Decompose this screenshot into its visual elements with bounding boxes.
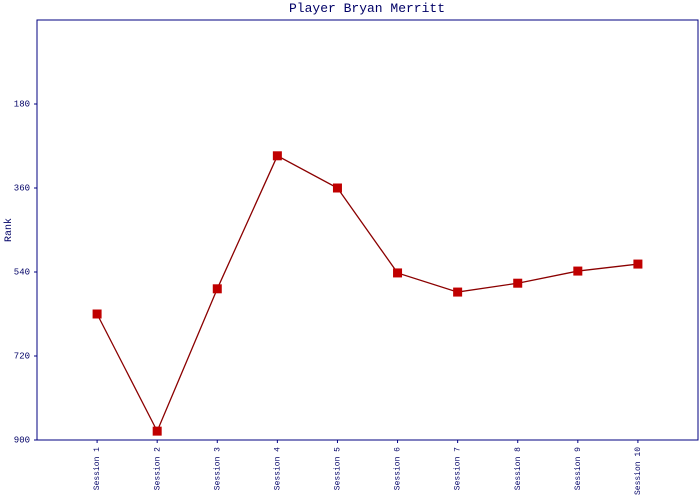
- y-tick-label: 360: [14, 183, 30, 193]
- point-marker: [152, 426, 162, 436]
- x-tick-label: Session 3: [213, 447, 222, 490]
- x-tick-label: Session 2: [153, 447, 162, 490]
- point-marker: [453, 287, 463, 297]
- x-tick-label: Session 9: [574, 447, 583, 490]
- point-marker: [272, 151, 282, 161]
- y-tick-label: 900: [14, 435, 30, 445]
- chart-title: Player Bryan Merritt: [289, 1, 445, 16]
- point-marker: [393, 268, 403, 278]
- x-tick-label: Session 6: [394, 447, 403, 490]
- y-axis-label: Rank: [3, 218, 15, 242]
- x-tick-label: Session 5: [334, 447, 343, 490]
- point-marker: [332, 183, 342, 193]
- point-marker: [633, 259, 643, 269]
- series-line: [96, 154, 638, 433]
- plot-frame: [36, 19, 699, 441]
- point-marker: [212, 284, 222, 294]
- x-tick-label: Session 4: [273, 447, 282, 490]
- point-marker: [513, 278, 523, 288]
- x-tick-label: Session 8: [514, 447, 523, 490]
- x-tick-label: Session 1: [93, 447, 102, 490]
- x-tick-label: Session 7: [454, 447, 463, 490]
- point-marker: [92, 309, 102, 319]
- y-tick-label: 720: [14, 351, 30, 361]
- point-marker: [573, 266, 583, 276]
- y-tick-label: 180: [14, 99, 30, 109]
- y-tick-label: 540: [14, 267, 30, 277]
- x-tick-label: Session 10: [634, 447, 643, 495]
